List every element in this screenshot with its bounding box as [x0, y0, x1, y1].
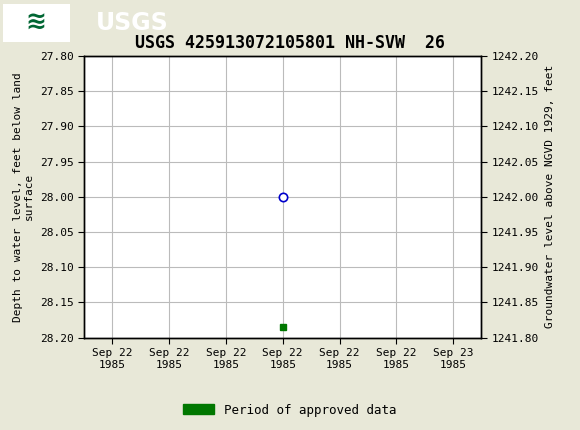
Text: ≋: ≋ — [26, 11, 46, 34]
Y-axis label: Groundwater level above NGVD 1929, feet: Groundwater level above NGVD 1929, feet — [545, 65, 554, 329]
Text: USGS 425913072105801 NH-SVW  26: USGS 425913072105801 NH-SVW 26 — [135, 34, 445, 52]
Y-axis label: Depth to water level, feet below land
surface: Depth to water level, feet below land su… — [13, 72, 34, 322]
Bar — [3, 3, 70, 42]
Legend: Period of approved data: Period of approved data — [178, 399, 402, 421]
Text: USGS: USGS — [96, 11, 168, 34]
